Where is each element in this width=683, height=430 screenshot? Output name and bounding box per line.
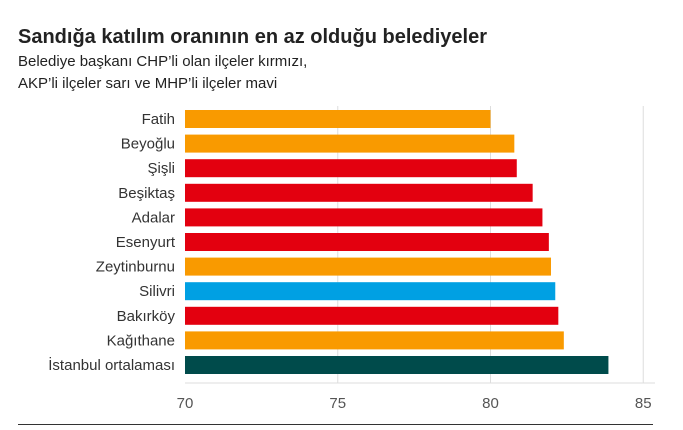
y-category-label: İstanbul ortalaması: [48, 356, 175, 374]
x-tick-label: 85: [635, 395, 652, 412]
y-category-label: Beşiktaş: [118, 185, 175, 202]
bar: [185, 159, 517, 178]
bar: [185, 306, 559, 325]
chart-subtitle-line-1: Belediye başkanı CHP’li olan ilçeler kır…: [18, 53, 308, 70]
y-category-label: Silivri: [139, 283, 175, 300]
bar: [185, 257, 551, 276]
bar: [185, 356, 609, 374]
y-category-label: Fatih: [142, 111, 175, 128]
y-category-label: Adalar: [132, 209, 175, 226]
bar: [185, 134, 515, 153]
bar: [185, 282, 556, 301]
y-category-label: Zeytinburnu: [96, 259, 175, 276]
bar: [185, 208, 543, 227]
chart-title: Sandığa katılım oranının en az olduğu be…: [18, 26, 487, 48]
bar: [185, 233, 549, 251]
y-category-label: Şişli: [147, 160, 175, 177]
x-tick-label: 80: [482, 395, 499, 412]
y-category-label: Beyoğlu: [121, 136, 175, 153]
y-category-label: Kağıthane: [107, 332, 175, 349]
bar: [185, 110, 491, 128]
x-tick-label: 70: [177, 395, 194, 412]
chart-subtitle-line-2: AKP’li ilçeler sarı ve MHP’li ilçeler ma…: [18, 75, 278, 92]
x-tick-label: 75: [329, 395, 346, 412]
y-category-label: Esenyurt: [116, 234, 176, 251]
y-category-label: Bakırköy: [117, 308, 176, 325]
bar: [185, 331, 564, 350]
bottom-rule: [18, 424, 653, 425]
bar: [185, 183, 533, 202]
